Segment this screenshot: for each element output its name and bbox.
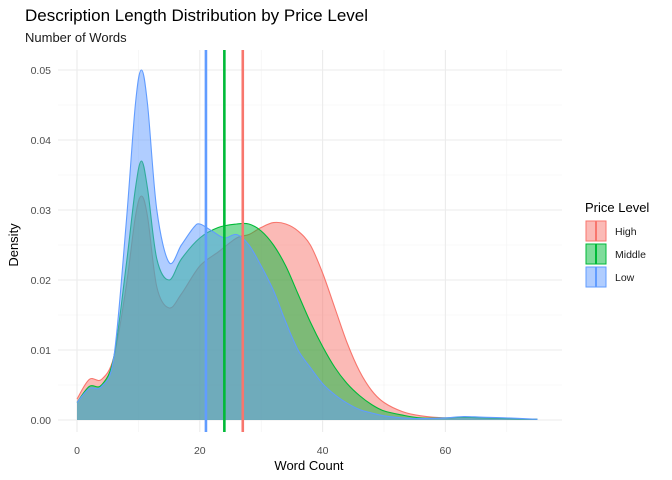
chart-title: Description Length Distribution by Price… <box>25 6 368 25</box>
legend-title: Price Level <box>585 200 649 215</box>
density-areas <box>76 69 538 420</box>
density-line-low <box>76 69 538 420</box>
legend-label-low: Low <box>615 272 635 284</box>
y-axis-ticks: 0.00 0.01 0.02 0.03 0.04 0.05 <box>31 65 52 427</box>
legend-label-high: High <box>615 226 637 238</box>
y-tick-label: 0.04 <box>31 135 52 147</box>
y-tick-label: 0.05 <box>31 65 52 77</box>
density-area-low <box>77 70 538 420</box>
legend-label-middle: Middle <box>615 249 646 261</box>
y-tick-label: 0.03 <box>31 205 52 217</box>
x-axis-title: Word Count <box>274 458 344 473</box>
y-tick-label: 0.00 <box>31 415 52 427</box>
y-tick-label: 0.01 <box>31 345 52 357</box>
chart-subtitle: Number of Words <box>25 30 127 45</box>
y-tick-label: 0.02 <box>31 275 52 287</box>
legend-item-high: High <box>585 220 637 242</box>
mean-lines <box>204 50 245 432</box>
legend-item-middle: Middle <box>585 243 646 265</box>
x-tick-label: 60 <box>440 445 452 457</box>
legend-item-low: Low <box>585 266 635 288</box>
y-axis-title: Density <box>6 223 21 267</box>
x-axis-ticks: 0 20 40 60 <box>74 445 451 457</box>
x-tick-label: 0 <box>74 445 80 457</box>
legend: Price Level High Middle Low <box>585 200 649 288</box>
x-tick-label: 40 <box>317 445 329 457</box>
x-tick-label: 20 <box>194 445 206 457</box>
